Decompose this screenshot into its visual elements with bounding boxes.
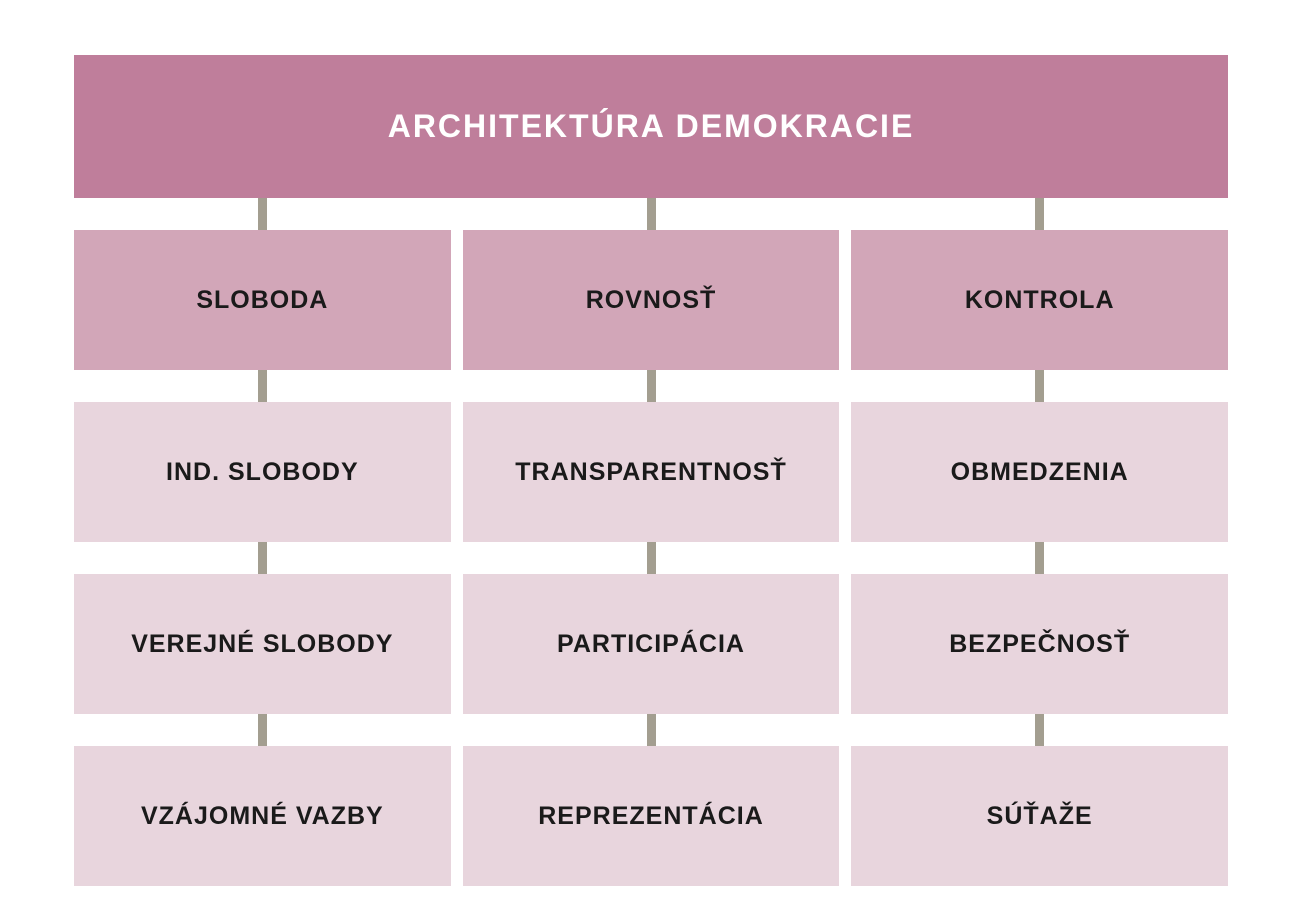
column-rovnost: ROVNOSŤ TRANSPARENTNOSŤ PARTICIPÁCIA REP… [462, 198, 840, 886]
child-label: TRANSPARENTNOSŤ [515, 457, 787, 486]
child-box-transparentnost: TRANSPARENTNOSŤ [462, 402, 840, 542]
connector-line [257, 542, 267, 574]
child-box-ind-slobody: IND. SLOBODY [74, 402, 451, 542]
child-label: VZÁJOMNÉ VAZBY [140, 801, 384, 830]
connector-line [1035, 542, 1045, 574]
connector-line [1035, 370, 1045, 402]
pillar-label: KONTROLA [964, 285, 1115, 314]
child-label: OBMEDZENIA [950, 457, 1129, 486]
diagram-columns: SLOBODA IND. SLOBODY VEREJNÉ SLOBODY VZÁ… [74, 198, 1229, 886]
connector-line [646, 542, 656, 574]
pillar-box-kontrola: KONTROLA [851, 230, 1229, 370]
connector-line [257, 714, 267, 746]
child-box-participacia: PARTICIPÁCIA [462, 574, 840, 714]
child-label: SÚŤAŽE [986, 801, 1093, 830]
child-box-obmedzenia: OBMEDZENIA [851, 402, 1229, 542]
connector-line [1035, 198, 1045, 230]
diagram-title-box: ARCHITEKTÚRA DEMOKRACIE [74, 55, 1228, 198]
pillar-box-sloboda: SLOBODA [74, 230, 451, 370]
child-box-reprezentacia: REPREZENTÁCIA [462, 746, 840, 886]
democracy-architecture-diagram: ARCHITEKTÚRA DEMOKRACIE SLOBODA IND. SLO… [74, 55, 1229, 886]
connector-line [257, 198, 267, 230]
child-label: VEREJNÉ SLOBODY [131, 629, 394, 658]
diagram-title: ARCHITEKTÚRA DEMOKRACIE [387, 108, 915, 144]
child-label: IND. SLOBODY [166, 457, 359, 486]
connector-line [646, 198, 656, 230]
connector-line [646, 714, 656, 746]
connector-line [646, 370, 656, 402]
column-kontrola: KONTROLA OBMEDZENIA BEZPEČNOSŤ SÚŤAŽE [851, 198, 1229, 886]
child-box-sutaze: SÚŤAŽE [851, 746, 1229, 886]
pillar-label: SLOBODA [196, 285, 329, 314]
child-label: PARTICIPÁCIA [557, 629, 745, 658]
child-label: REPREZENTÁCIA [538, 801, 764, 830]
connector-line [1035, 714, 1045, 746]
pillar-box-rovnost: ROVNOSŤ [462, 230, 840, 370]
child-box-verejne-slobody: VEREJNÉ SLOBODY [74, 574, 451, 714]
child-box-vzajomne-vazby: VZÁJOMNÉ VAZBY [74, 746, 451, 886]
child-label: BEZPEČNOSŤ [949, 629, 1131, 658]
column-sloboda: SLOBODA IND. SLOBODY VEREJNÉ SLOBODY VZÁ… [74, 198, 451, 886]
connector-line [257, 370, 267, 402]
pillar-label: ROVNOSŤ [585, 285, 717, 314]
child-box-bezpecnost: BEZPEČNOSŤ [851, 574, 1229, 714]
